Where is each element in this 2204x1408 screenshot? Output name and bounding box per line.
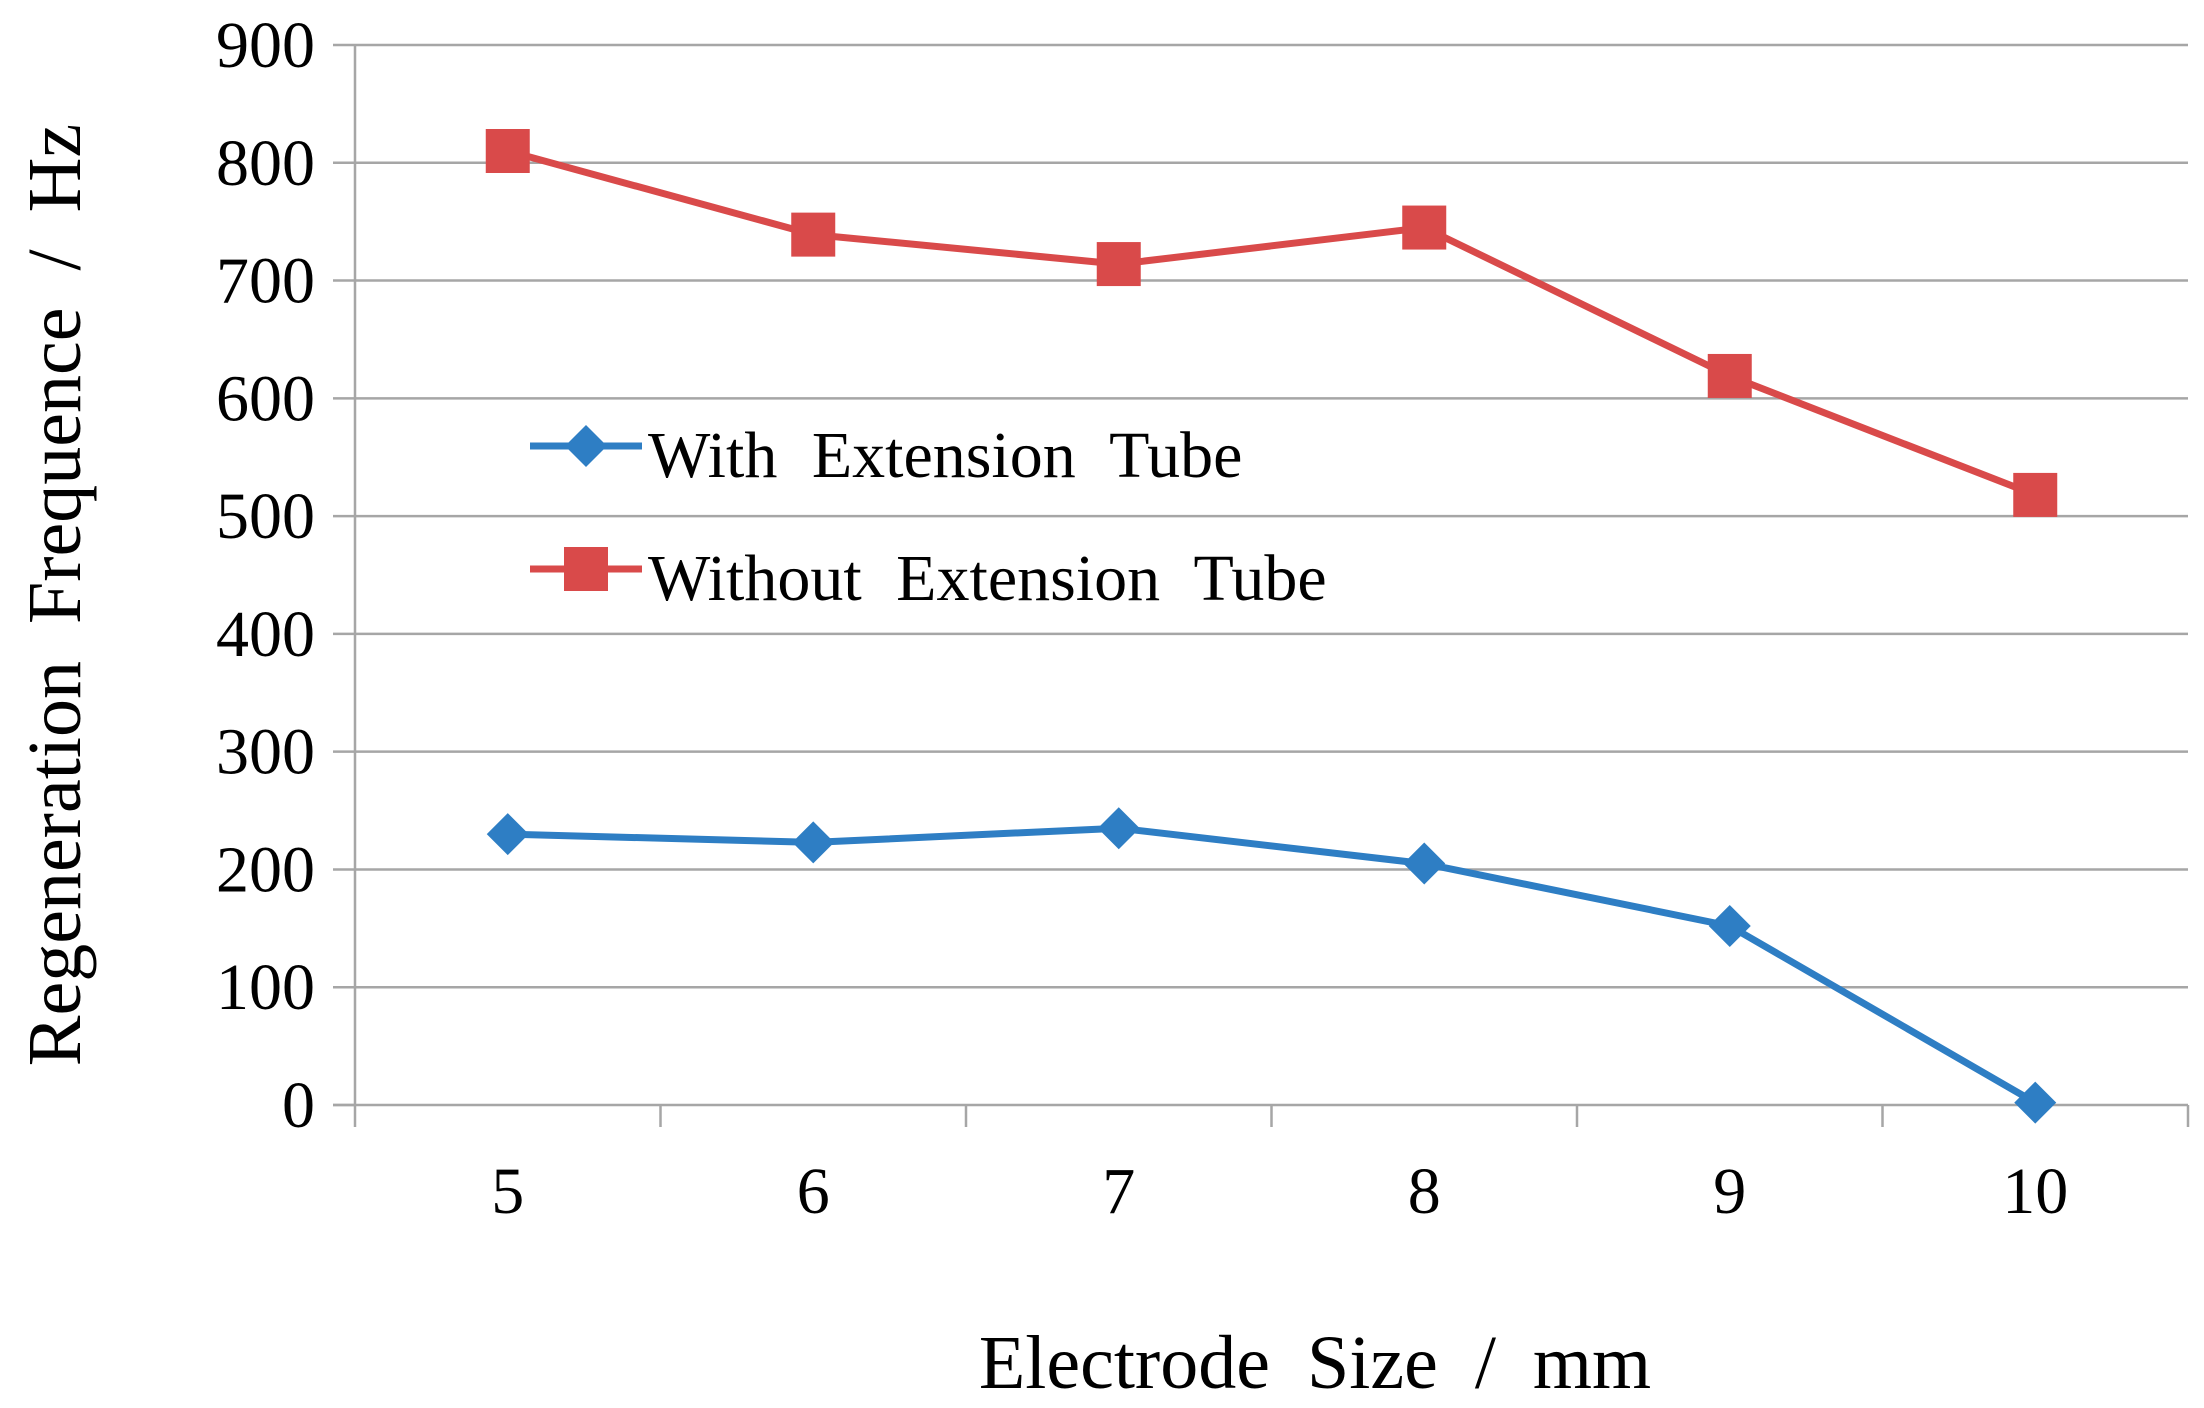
y-tick-label-200: 200	[216, 833, 315, 906]
legend-label-with-extension-tube: With Extension Tube	[648, 419, 1242, 492]
series-line-with-extension-tube	[504, 824, 2039, 1107]
legend-marker-diamond	[565, 425, 607, 467]
data-point-with-extension-tube-5	[486, 813, 529, 856]
legend-marker-square	[564, 547, 608, 591]
data-point-with-extension-tube-10	[2014, 1081, 2057, 1124]
y-tick-label-500: 500	[216, 480, 315, 553]
data-point-without-extension-tube-5	[485, 129, 530, 173]
data-point-without-extension-tube-9	[1707, 353, 1752, 398]
legend-label-without-extension-tube: Without Extension Tube	[648, 542, 1327, 615]
y-tick-label-600: 600	[216, 362, 315, 435]
x-tick-label-8: 8	[1408, 1155, 1441, 1228]
y-tick-label-800: 800	[216, 127, 315, 200]
x-tick-label-5: 5	[491, 1155, 524, 1228]
data-point-with-extension-tube-7	[1097, 807, 1140, 850]
series-line-without-extension-tube	[504, 147, 2039, 499]
x-tick-label-7: 7	[1102, 1155, 1135, 1228]
legend: With Extension Tube Without Extension Tu…	[530, 419, 1327, 615]
y-tick-label-100: 100	[216, 951, 315, 1024]
y-tick-label-0: 0	[282, 1069, 315, 1142]
data-point-with-extension-tube-6	[792, 821, 835, 864]
data-point-without-extension-tube-6	[791, 212, 836, 257]
y-tick-label-700: 700	[216, 245, 315, 318]
y-tick-label-400: 400	[216, 598, 315, 671]
y-axis-title: Regeneration Frequence / Hz	[13, 124, 97, 1066]
data-point-with-extension-tube-8	[1403, 842, 1446, 885]
x-tick-label-10: 10	[2002, 1155, 2068, 1228]
axes	[333, 43, 2190, 1127]
x-tick-label-9: 9	[1713, 1155, 1746, 1228]
tick-labels: 0 100 200 300 400 500 600 700 800 900 5 6 7 8 9 10	[216, 9, 2068, 1228]
gridlines	[355, 43, 2188, 989]
legend-item-without-extension-tube: Without Extension Tube	[530, 542, 1327, 615]
x-axis-title: Electrode Size / mm	[979, 1321, 1651, 1405]
y-tick-label-300: 300	[216, 716, 315, 789]
data-point-with-extension-tube-9	[1708, 904, 1751, 947]
series	[485, 129, 2058, 1124]
data-point-without-extension-tube-7	[1096, 242, 1141, 287]
data-point-without-extension-tube-8	[1402, 205, 1447, 250]
x-tick-label-6: 6	[797, 1155, 830, 1228]
legend-item-with-extension-tube: With Extension Tube	[530, 419, 1242, 492]
data-point-without-extension-tube-10	[2013, 472, 2058, 517]
y-tick-label-900: 900	[216, 9, 315, 82]
